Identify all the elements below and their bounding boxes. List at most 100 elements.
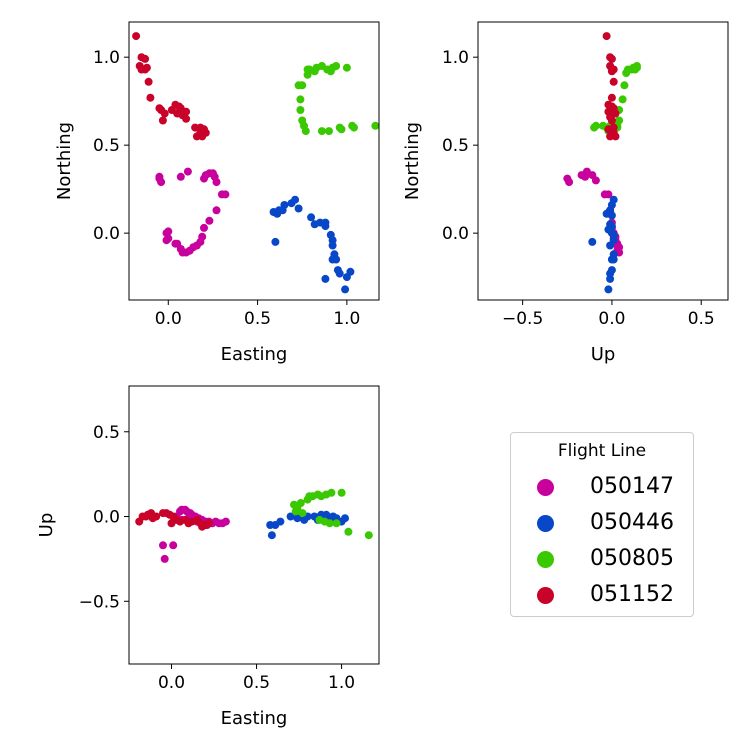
data-point-051152 — [160, 109, 169, 118]
axes-frame — [477, 21, 729, 301]
legend-title: Flight Line — [557, 441, 647, 461]
data-point-050805 — [317, 127, 326, 136]
data-point-050446 — [609, 255, 618, 264]
y-tick-label: 0.0 — [442, 224, 469, 244]
data-point-051152 — [167, 519, 176, 528]
data-point-051152 — [607, 67, 616, 76]
x-tick-label: 0.5 — [243, 673, 270, 693]
legend-label: 050446 — [590, 510, 674, 535]
legend-entry-050805: 050805 — [511, 542, 693, 578]
legend-entry-050147: 050147 — [511, 470, 693, 506]
legend-label: 051152 — [590, 582, 674, 607]
data-point-050446 — [291, 195, 300, 204]
data-point-051152 — [204, 519, 213, 528]
data-point-050147 — [200, 223, 208, 232]
legend-marker — [537, 515, 554, 532]
data-point-050805 — [298, 509, 307, 518]
legend-label: 050147 — [590, 474, 674, 499]
legend-entry-051152: 051152 — [511, 578, 693, 614]
data-point-051152 — [182, 114, 191, 123]
data-point-051152 — [196, 123, 205, 132]
legend-label: 050805 — [590, 546, 674, 571]
data-point-050147 — [162, 236, 171, 245]
data-point-050446 — [607, 211, 616, 220]
data-point-050805 — [342, 63, 351, 72]
data-point-050805 — [325, 519, 334, 528]
data-point-050805 — [371, 121, 380, 130]
x-tick-label: 0.5 — [688, 309, 715, 329]
x-tick-label: 0.0 — [155, 309, 182, 329]
legend-entry-050446: 050446 — [511, 506, 693, 542]
data-point-050147 — [221, 517, 230, 526]
data-point-051152 — [182, 107, 191, 116]
data-point-050805 — [332, 62, 341, 70]
data-point-050446 — [276, 517, 285, 526]
data-point-050446 — [321, 222, 330, 231]
data-point-050805 — [332, 519, 341, 528]
data-point-050805 — [325, 127, 333, 136]
data-point-050446 — [588, 237, 597, 246]
data-point-050446 — [341, 285, 350, 294]
data-point-050805 — [296, 95, 305, 104]
data-point-050805 — [631, 65, 640, 74]
data-point-050446 — [271, 237, 280, 246]
axes-frame — [128, 385, 380, 665]
data-point-050805 — [364, 531, 373, 540]
data-point-050147 — [169, 541, 178, 550]
x-tick-label: 1.0 — [328, 673, 355, 693]
data-point-051152 — [146, 93, 155, 102]
data-point-050446 — [341, 514, 349, 523]
x-tick-label: 0.0 — [158, 673, 185, 693]
data-point-050446 — [606, 241, 615, 250]
data-point-050805 — [590, 123, 599, 132]
data-point-050446 — [609, 195, 618, 204]
legend-marker — [537, 551, 554, 568]
data-point-051152 — [607, 116, 616, 125]
data-point-051152 — [607, 93, 616, 102]
y-tick-label: 0.5 — [93, 423, 120, 443]
data-point-051152 — [142, 63, 151, 72]
y-axis-label: Northing — [402, 122, 423, 200]
data-point-050147 — [160, 554, 169, 563]
data-point-051152 — [132, 32, 141, 41]
subplot-up_northing: −0.5 0.0 0.5 0.0 0.5 1.0 Up Northing — [402, 21, 729, 365]
data-point-050147 — [183, 167, 192, 176]
data-point-051152 — [609, 77, 618, 86]
axes-frame — [128, 21, 380, 301]
y-tick-label: 0.0 — [93, 508, 120, 528]
x-tick-label: 0.0 — [598, 309, 625, 329]
data-point-050147 — [565, 178, 574, 187]
y-tick-label: 1.0 — [93, 48, 120, 68]
data-point-050805 — [350, 123, 358, 132]
data-point-050147 — [212, 206, 221, 215]
data-point-050805 — [301, 127, 310, 136]
data-point-051152 — [141, 54, 150, 63]
data-point-050805 — [337, 125, 346, 134]
data-point-050805 — [344, 527, 353, 536]
data-point-050147 — [221, 190, 230, 199]
data-point-051152 — [198, 522, 207, 531]
data-point-050805 — [337, 488, 346, 497]
x-axis-label: Easting — [221, 344, 288, 365]
legend-marker — [537, 587, 554, 604]
x-axis-label: Up — [591, 344, 616, 365]
data-point-050446 — [294, 204, 303, 213]
data-point-050446 — [604, 225, 613, 234]
subplot-easting_up: 0.0 0.5 1.0 −0.5 0.0 0.5 Easting Up — [36, 385, 380, 729]
data-point-050147 — [155, 172, 164, 181]
data-point-050147 — [604, 190, 613, 199]
data-point-050147 — [176, 172, 185, 181]
data-point-051152 — [158, 116, 167, 125]
data-point-050147 — [205, 216, 214, 225]
data-point-050446 — [293, 514, 302, 523]
data-point-050805 — [620, 81, 629, 90]
data-point-050147 — [159, 541, 167, 550]
data-point-051152 — [607, 54, 616, 63]
data-point-050147 — [212, 178, 221, 187]
data-point-050446 — [267, 531, 276, 540]
x-tick-label: 1.0 — [333, 309, 360, 329]
data-point-050446 — [286, 512, 295, 521]
data-point-050805 — [618, 95, 627, 104]
legend: Flight Line 050147 050446 050805 051152 — [510, 432, 694, 617]
